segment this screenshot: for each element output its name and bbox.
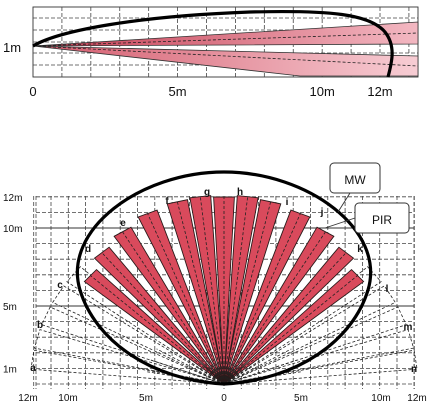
top-x-tick-label: 0	[221, 393, 227, 404]
mw-callout-label: MW	[344, 173, 366, 187]
pir-beam	[223, 199, 282, 385]
pir-beam-centerline	[223, 201, 272, 385]
pir-beam	[223, 246, 355, 385]
pir-callout-label: PIR	[372, 213, 392, 227]
pir-beam-centerline	[199, 196, 225, 385]
pir-beam-centerline	[223, 196, 249, 385]
dashed-zone-beam	[52, 285, 225, 385]
zone-letter-k: k	[357, 244, 363, 255]
top-x-tick-label: 10m	[371, 393, 390, 404]
mw-callout-box	[329, 162, 381, 194]
zone-letter-b: b	[37, 320, 43, 331]
top-x-tick-label: 12m	[18, 393, 37, 404]
side-view-coverage-outline	[32, 9, 394, 78]
pir-callout-box	[354, 202, 410, 234]
top-view-axis-labels: 12m 10m 5m 1m 12m 10m 5m 0 5m 10m 12m	[3, 193, 427, 404]
zone-letter-m: m	[404, 322, 413, 333]
dashed-inner-ray	[223, 348, 292, 385]
pir-beam	[189, 195, 225, 385]
zone-letter-e: e	[120, 218, 126, 229]
top-y-tick-label: 5m	[3, 302, 17, 313]
zone-letter-labels: a b c d e f g h i j k l m n	[30, 187, 417, 375]
side-x-tick-label: 10m	[310, 84, 335, 99]
top-view-coverage-outline	[75, 170, 373, 386]
mw-callout: MW	[329, 162, 381, 213]
side-beam-centerline	[32, 45, 419, 67]
side-x-tick-label: 5m	[169, 84, 187, 99]
zone-letter-n: n	[411, 364, 417, 375]
zone-letter-c: c	[57, 280, 63, 291]
side-view-panel: 1m 0 5m 10m 12m	[3, 6, 419, 99]
pir-beam-centerline	[223, 213, 301, 385]
dashed-inner-ray	[150, 359, 225, 385]
side-height-label: 1m	[3, 40, 21, 55]
dashed-inner-ray	[223, 359, 298, 385]
zone-letter-h: h	[237, 187, 243, 198]
zone-letter-f: f	[165, 196, 169, 207]
dashed-inner-ray	[156, 348, 225, 385]
top-x-tick-label: 12m	[407, 393, 426, 404]
pir-beam	[93, 246, 225, 385]
zone-letter-i: i	[286, 197, 289, 208]
dashed-zone-beam	[223, 329, 415, 385]
pir-beam-centerline	[223, 275, 358, 385]
top-view-pir-beams	[83, 195, 365, 385]
side-beam-lower	[32, 45, 419, 77]
pir-beam-centerline	[147, 213, 225, 385]
dashed-zone-beam	[223, 349, 418, 385]
side-view-beams	[32, 21, 419, 77]
pir-beam-centerline	[223, 231, 326, 385]
side-beam-centerline	[32, 32, 419, 47]
top-x-tick-label: 5m	[294, 393, 308, 404]
side-view-labels: 1m 0 5m 10m 12m	[3, 40, 393, 99]
side-x-tick-label: 12m	[367, 84, 392, 99]
side-x-tick-label: 0	[29, 84, 36, 99]
zone-letter-l: l	[386, 284, 389, 295]
zone-letter-g: g	[204, 187, 210, 198]
dashed-zone-beam	[30, 349, 225, 385]
mw-leader-line	[337, 192, 351, 213]
zone-letter-j: j	[320, 207, 324, 218]
pir-beam-centerline	[176, 201, 225, 385]
pir-leader-line	[324, 217, 356, 229]
pir-callout: PIR	[324, 202, 410, 234]
top-y-tick-label: 10m	[3, 224, 22, 235]
pir-beam	[166, 199, 225, 385]
top-y-tick-label: 12m	[3, 193, 22, 204]
zone-letter-d: d	[85, 244, 91, 255]
zone-letter-a: a	[30, 363, 36, 374]
top-y-tick-label: 1m	[3, 364, 17, 375]
top-x-tick-label: 5m	[139, 393, 153, 404]
top-x-tick-label: 10m	[58, 393, 77, 404]
pir-beam-centerline	[122, 231, 225, 385]
pir-beam-centerline	[90, 275, 225, 385]
pir-beam	[223, 195, 259, 385]
